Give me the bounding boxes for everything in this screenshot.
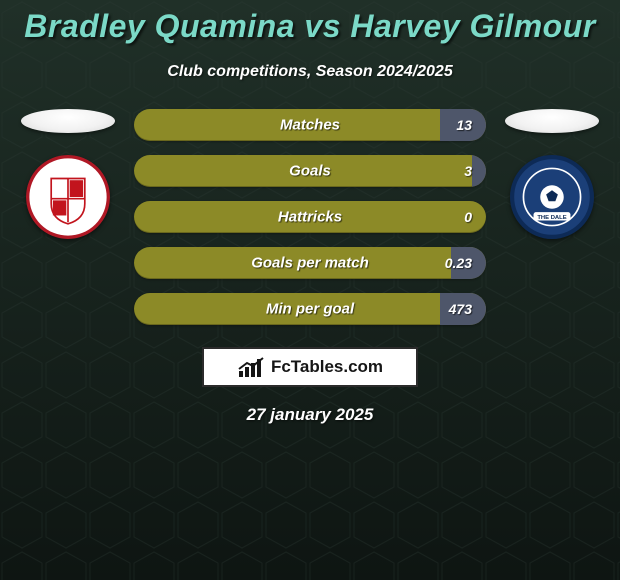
stat-right-value: 0 <box>464 209 472 225</box>
snapshot-date: 27 january 2025 <box>0 405 620 425</box>
stat-label: Min per goal <box>266 301 354 318</box>
stat-label: Hattricks <box>278 209 342 226</box>
right-team-crest: THE DALE <box>510 155 594 239</box>
subtitle: Club competitions, Season 2024/2025 <box>0 63 620 81</box>
svg-text:THE DALE: THE DALE <box>537 215 566 221</box>
stat-row: Min per goal 473 <box>134 293 486 325</box>
player-photo-placeholder <box>505 109 599 133</box>
stat-row: Hattricks 0 <box>134 201 486 233</box>
page-title: Bradley Quamina vs Harvey Gilmour <box>0 0 620 45</box>
stat-right-value: 473 <box>449 301 472 317</box>
stat-right-value: 13 <box>456 117 472 133</box>
stats-list: Matches 13 Goals 3 Hattricks 0 Goals per match… <box>134 109 486 325</box>
stat-row: Goals 3 <box>134 155 486 187</box>
left-player-column <box>14 109 122 239</box>
right-player-column: THE DALE <box>498 109 606 239</box>
stat-label: Goals <box>289 163 331 180</box>
stat-right-value: 3 <box>464 163 472 179</box>
stat-right-value: 0.23 <box>445 255 472 271</box>
stat-row: Matches 13 <box>134 109 486 141</box>
stat-label: Goals per match <box>251 255 369 272</box>
stat-row: Goals per match 0.23 <box>134 247 486 279</box>
stat-right-fill <box>472 155 486 187</box>
comparison-body: Matches 13 Goals 3 Hattricks 0 Goals per match… <box>0 109 620 325</box>
comparison-card: Bradley Quamina vs Harvey Gilmour Club c… <box>0 0 620 425</box>
bar-chart-icon <box>237 357 265 377</box>
stat-label: Matches <box>280 117 340 134</box>
brand-text: FcTables.com <box>271 357 383 377</box>
brand-attribution: FcTables.com <box>202 347 418 387</box>
player-photo-placeholder <box>21 109 115 133</box>
left-team-crest <box>26 155 110 239</box>
